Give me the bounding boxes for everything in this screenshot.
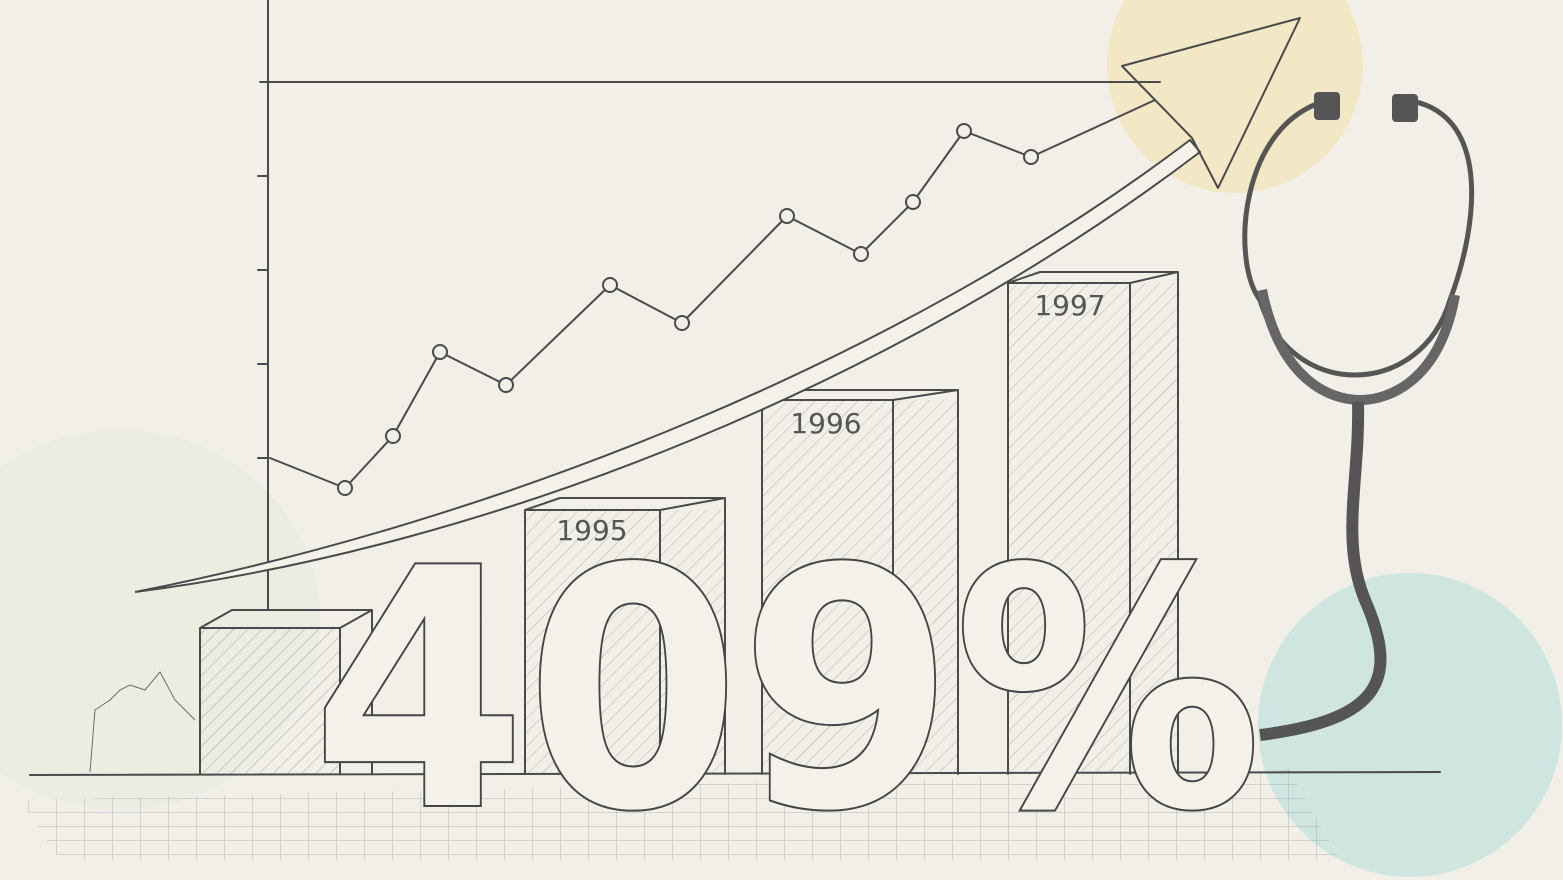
bar-label: 1997 [1034, 289, 1105, 322]
bar-label: 1996 [790, 407, 861, 440]
illustration: 1995 1996 1997 409% [0, 0, 1563, 880]
headline-figure: 409% [312, 499, 1262, 880]
